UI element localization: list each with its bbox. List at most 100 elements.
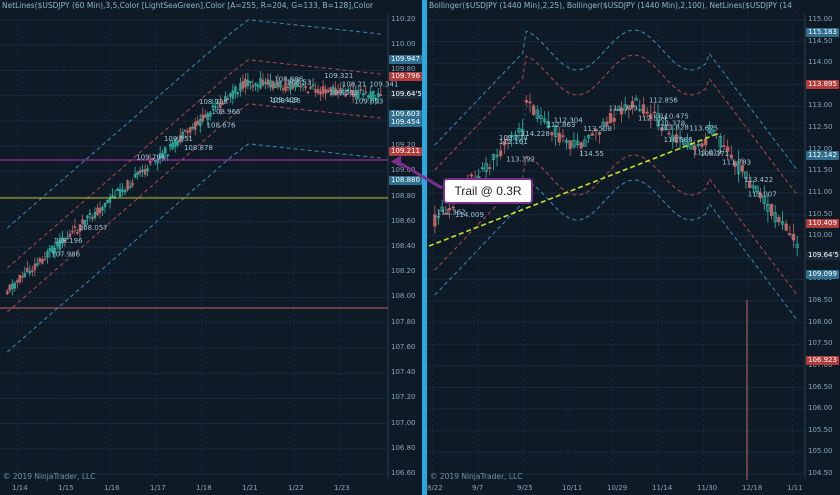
price-tick: 108.00 (808, 317, 833, 326)
hourly-copyright: © 2019 NinjaTrader, LLC (3, 472, 96, 481)
panel-divider[interactable] (422, 0, 427, 495)
candle-body (349, 90, 352, 94)
candle-body (81, 219, 84, 224)
candle-body (98, 207, 102, 214)
candle-body (311, 84, 315, 87)
price-annotation: 110.686 (664, 136, 693, 144)
candle-body (725, 146, 730, 152)
middle-band (7, 81, 381, 291)
candle-body (377, 93, 380, 98)
candle-body (608, 112, 613, 124)
candle-body (151, 158, 154, 160)
candle-body (517, 128, 521, 133)
price-tick: 106.50 (808, 382, 833, 391)
candle-body (491, 153, 496, 160)
price-annotation: 114.55 (579, 150, 604, 158)
price-annotation: 108.21 (342, 80, 367, 88)
candle-body (777, 216, 781, 223)
date-tick: 9/7 (472, 484, 484, 492)
price-tick: 105.00 (808, 447, 833, 456)
price-tick: 108.00 (391, 292, 416, 301)
date-tick: 1/15 (58, 484, 74, 492)
candle-body (433, 214, 437, 227)
candle-body (73, 226, 77, 228)
candle-body (291, 84, 295, 89)
daily-chart-panel[interactable]: Bollinger($USDJPY (1440 Min),2,25), Boll… (427, 0, 840, 495)
candle-body (524, 100, 528, 103)
price-annotation: 109.409 (269, 96, 298, 104)
candle-body (206, 113, 210, 121)
candle-body (231, 90, 235, 99)
candle-body (557, 132, 561, 143)
candle-body (329, 87, 332, 92)
candle-body (199, 119, 202, 127)
date-tick: 1/14 (12, 484, 28, 492)
price-tick: 109.80 (391, 65, 416, 74)
candle-body (371, 90, 375, 99)
candle-body (780, 221, 785, 225)
candle-body (495, 155, 499, 157)
price-tag: 112.142 (806, 151, 839, 160)
candle-body (173, 138, 177, 147)
price-annotation: 114.228 (521, 130, 550, 138)
candle-body (314, 89, 317, 93)
daily-chart-canvas[interactable]: 114.55 113.508 113.392 114.228 114.009 113.67… (427, 0, 840, 495)
price-annotation: 111.019 (693, 149, 722, 157)
candle-body (183, 129, 187, 132)
price-annotation: 113.392 (506, 156, 535, 164)
price-annotation: 112.856 (649, 97, 678, 105)
price-tick: 106.00 (808, 404, 833, 413)
date-tick: 11/14 (652, 484, 673, 492)
price-annotation: 111.783 (722, 158, 751, 166)
candle-body (634, 98, 638, 101)
candle-body (168, 144, 172, 147)
candle-body (542, 118, 547, 122)
price-tick: 107.40 (391, 368, 416, 377)
candle-body (68, 233, 72, 238)
candle-body (201, 114, 205, 122)
price-tick: 107.00 (391, 418, 416, 427)
hourly-chart-panel[interactable]: NetLines($USDJPY (60 Min),3,5,Color [Lig… (0, 0, 424, 495)
candle-body (306, 91, 310, 94)
candle-body (236, 92, 240, 95)
price-annotation: 108.886 (274, 76, 303, 84)
candle-body (641, 104, 646, 114)
candle-body (502, 141, 507, 146)
candle-body (284, 82, 287, 91)
price-tag: 109.211 (389, 147, 422, 156)
price-tag: 110.409 (806, 219, 839, 228)
candle-body (111, 195, 114, 198)
price-tag: 115.183 (806, 28, 839, 37)
date-tick: 8/22 (427, 484, 443, 492)
candle-body (118, 188, 122, 197)
candle-body (103, 202, 107, 208)
candle-body (221, 103, 225, 105)
candle-body (528, 101, 532, 104)
candle-body (234, 86, 237, 94)
candle-body (269, 80, 272, 88)
candle-body (510, 134, 514, 138)
candle-body (23, 273, 27, 278)
candle-body (53, 247, 57, 254)
candle-body (751, 185, 755, 189)
price-annotation: 113.508 (583, 125, 612, 133)
price-annotation: 108.371 (700, 150, 729, 158)
candle-body (281, 88, 285, 91)
candle-body (91, 217, 94, 219)
candle-body (366, 95, 370, 98)
price-annotation: 110.475 (660, 113, 689, 121)
price-tick: 108.40 (391, 242, 416, 250)
candle-body (440, 206, 444, 212)
price-annotation: 112.863 (546, 121, 575, 129)
price-tick: 111.00 (808, 187, 833, 196)
price-tag: 106.923 (806, 356, 839, 365)
price-annotation: 108.758 (199, 98, 228, 106)
price-tick: 113.00 (808, 101, 833, 110)
price-annotation: 108.426 (272, 97, 301, 105)
date-tick: 1/23 (334, 484, 350, 492)
candle-body (28, 271, 32, 274)
candle-body (146, 168, 149, 172)
price-tick: 111.50 (808, 166, 833, 175)
price-annotation: 108.676 (207, 122, 236, 130)
